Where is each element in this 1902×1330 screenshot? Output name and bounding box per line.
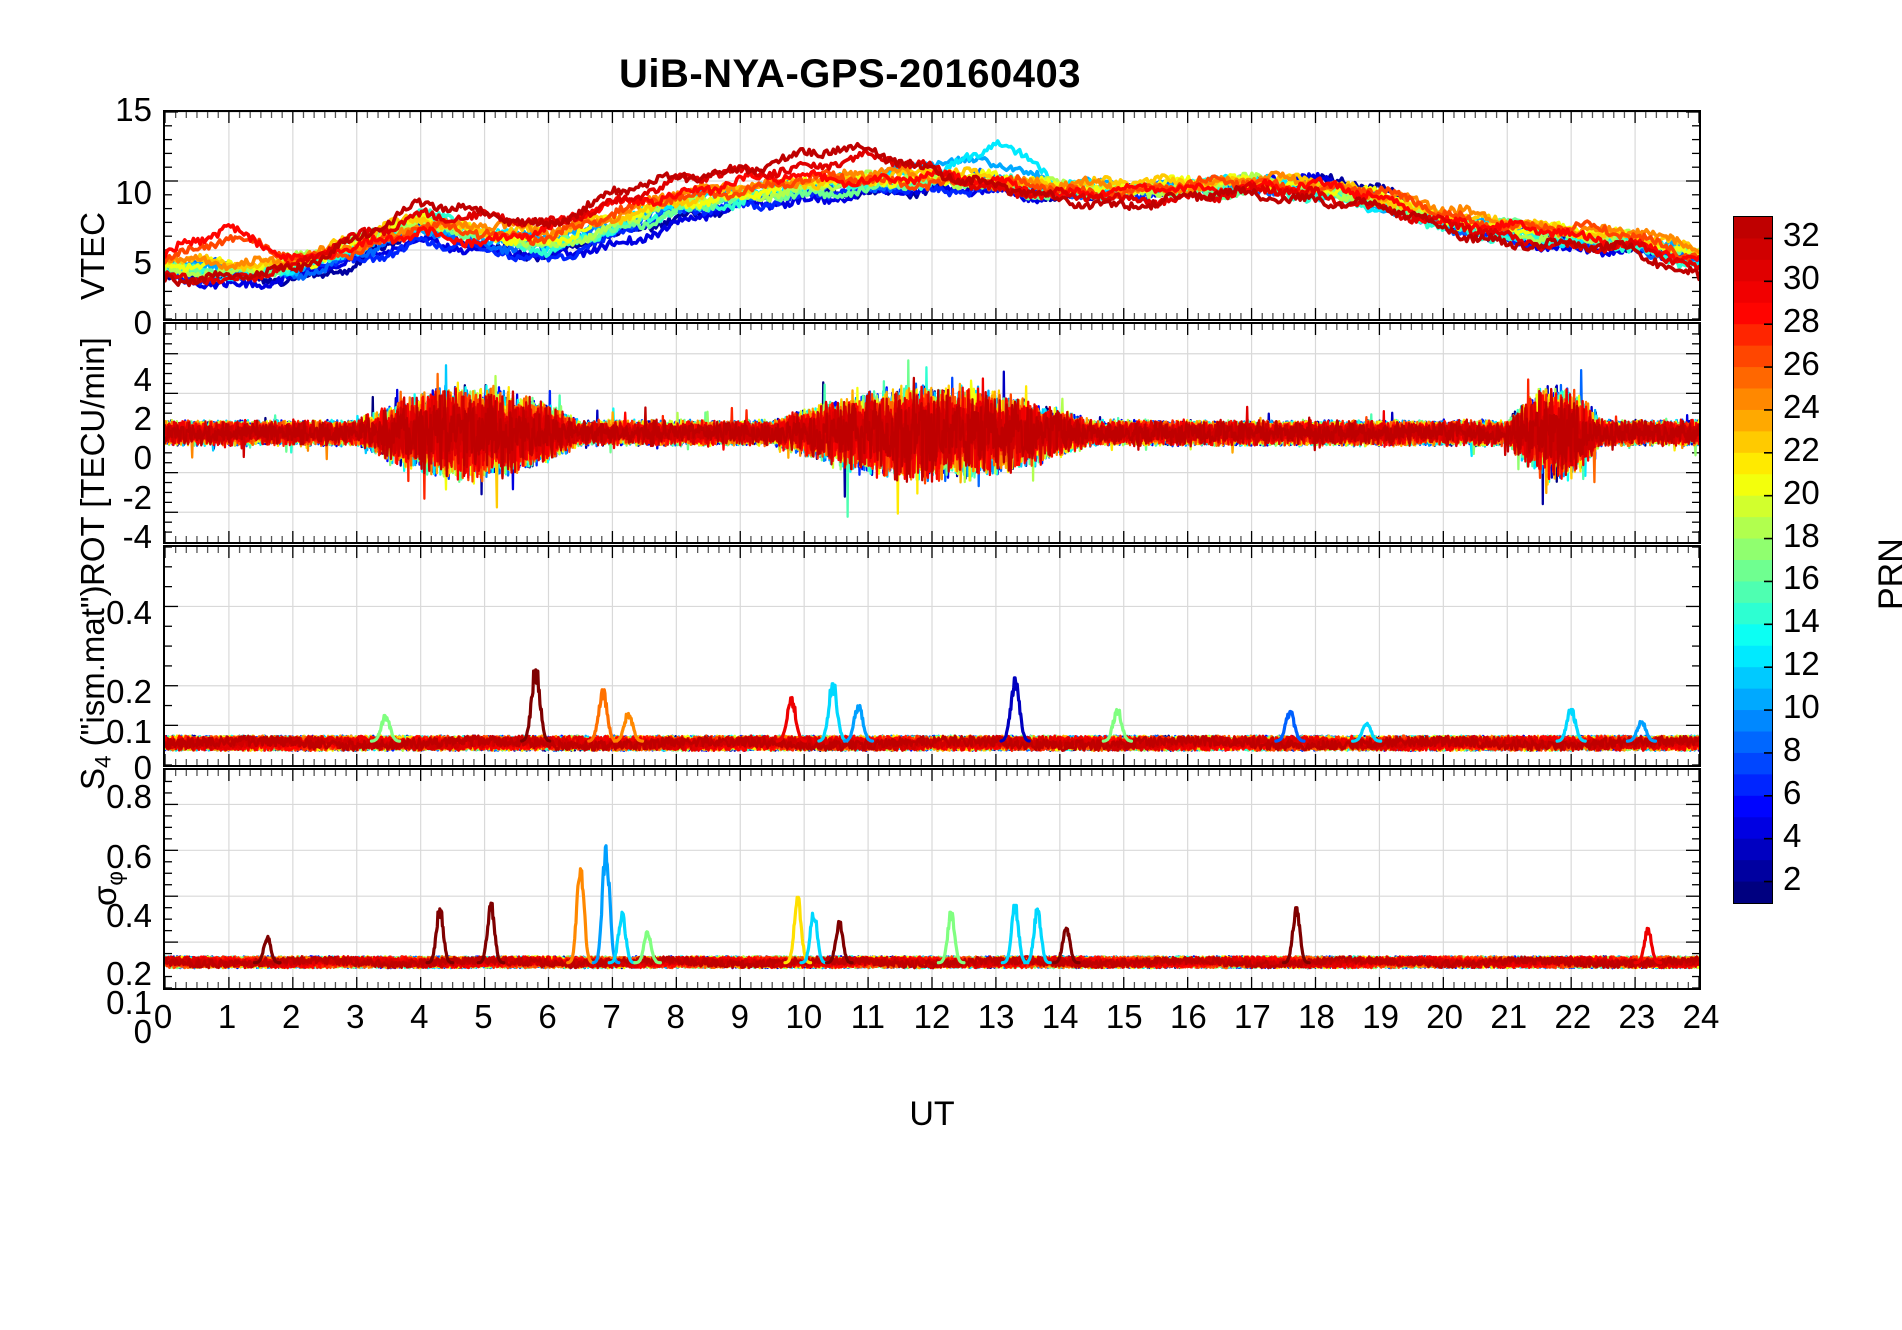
panel-rot (163, 322, 1701, 544)
x-tick-19: 19 (1362, 998, 1399, 1035)
s4-plot-area (165, 547, 1699, 765)
colorbar-tick-14: 14 (1783, 602, 1820, 640)
sigma-ytick-08: 0.8 (106, 778, 152, 815)
colorbar-tick-28: 28 (1783, 302, 1820, 340)
x-tick-9: 9 (730, 998, 749, 1035)
sigma-phi-plot-area (165, 770, 1699, 988)
colorbar-tick-16: 16 (1783, 559, 1820, 597)
x-tick-8: 8 (666, 998, 685, 1035)
colorbar-tick-24: 24 (1783, 387, 1820, 425)
rot-ytick-0: 0 (133, 439, 152, 476)
x-axis-label: UT (909, 1095, 955, 1133)
rot-ytick-m4: -4 (122, 518, 152, 555)
x-tick-23: 23 (1618, 998, 1656, 1035)
colorbar-tick-10: 10 (1783, 688, 1820, 726)
x-tick-21: 21 (1490, 998, 1528, 1035)
vtec-plot-area (165, 112, 1699, 319)
rot-ytick-2: 2 (133, 400, 152, 437)
x-tick-4: 4 (410, 998, 429, 1035)
x-tick-22: 22 (1554, 998, 1592, 1035)
x-tick-13: 13 (977, 998, 1015, 1035)
x-tick-7: 7 (602, 998, 621, 1035)
s4-ytick-01: 0.1 (106, 713, 152, 750)
x-tick-2: 2 (281, 998, 301, 1035)
sigma-ytick-01: 0.1 (106, 984, 152, 1021)
colorbar-tick-20: 20 (1783, 473, 1820, 511)
colorbar-tick-12: 12 (1783, 645, 1820, 683)
rot-plot-area (165, 324, 1699, 542)
x-tick-16: 16 (1169, 998, 1207, 1035)
sigma-ytick-04: 0.4 (106, 897, 152, 934)
s4-ytick-0: 0 (133, 749, 152, 786)
x-tick-6: 6 (538, 998, 557, 1035)
sigma-ytick-02: 0.2 (106, 955, 152, 992)
rot-ytick-m2: -2 (122, 479, 152, 516)
x-tick-14: 14 (1041, 998, 1079, 1035)
x-tick-10: 10 (785, 998, 823, 1035)
x-tick-11: 11 (850, 998, 886, 1035)
sigma-ytick-0: 0 (133, 1013, 152, 1050)
x-tick-3: 3 (346, 998, 365, 1035)
x-tick-0: 0 (153, 998, 173, 1035)
x-tick-5: 5 (474, 998, 493, 1035)
vtec-ytick-15: 15 (115, 91, 152, 128)
panel-sigma-phi (163, 768, 1701, 990)
colorbar-tick-30: 30 (1783, 259, 1820, 297)
rot-ytick-0-top: 0 (133, 304, 152, 341)
s4-ytick-02: 0.2 (106, 673, 152, 710)
x-tick-12: 12 (913, 998, 951, 1035)
colorbar-tick-22: 22 (1783, 430, 1820, 468)
s4-ytick-04: 0.4 (106, 594, 152, 631)
page-title: UiB-NYA-GPS-20160403 (618, 52, 1082, 96)
colorbar-tick-2: 2 (1783, 859, 1802, 897)
vtec-ytick-10: 10 (115, 174, 152, 211)
x-tick-15: 15 (1105, 998, 1143, 1035)
rot-ytick-4: 4 (133, 361, 152, 398)
colorbar-tick-32: 32 (1783, 216, 1820, 254)
colorbar-label: PRN (1872, 538, 1902, 610)
x-tick-24: 24 (1682, 998, 1720, 1035)
panel-s4 (163, 545, 1701, 767)
colorbar-tick-8: 8 (1783, 730, 1802, 768)
colorbar-tick-6: 6 (1783, 773, 1802, 811)
x-tick-17: 17 (1234, 998, 1271, 1035)
x-tick-20: 20 (1426, 998, 1464, 1035)
sigma-ytick-06: 0.6 (106, 838, 152, 875)
colorbar-tick-26: 26 (1783, 345, 1820, 383)
x-tick-18: 18 (1298, 998, 1335, 1035)
vtec-ytick-5: 5 (133, 244, 152, 281)
colorbar-tick-4: 4 (1783, 816, 1802, 854)
panel-vtec (163, 110, 1701, 321)
colorbar (1733, 216, 1773, 904)
colorbar-tick-18: 18 (1783, 516, 1820, 554)
x-tick-1: 1 (217, 998, 237, 1035)
